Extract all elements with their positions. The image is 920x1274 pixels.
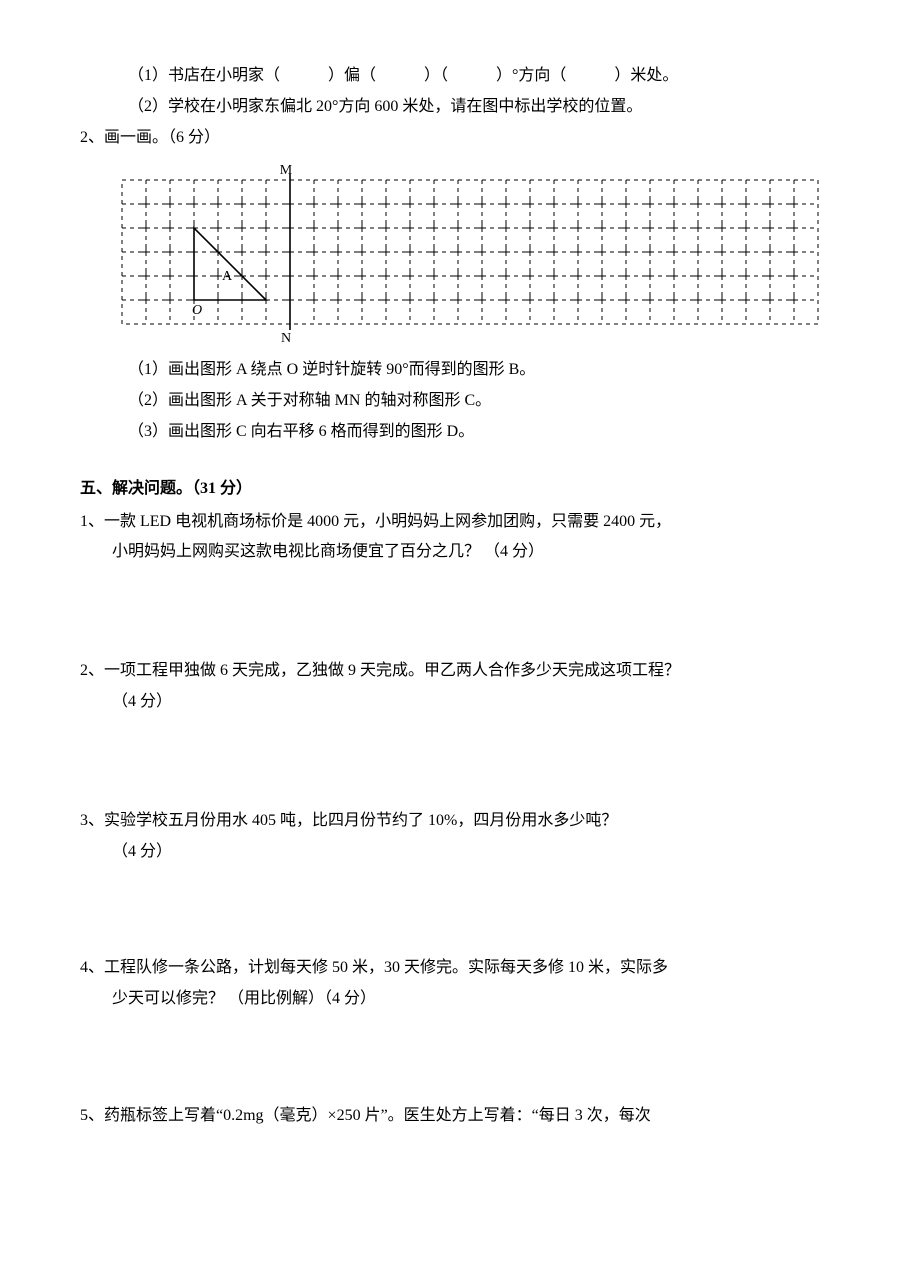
svg-text:A: A [222,269,233,284]
grid-figure: M N A O [112,160,840,348]
q2-sub3: （3）画出图形 C 向右平移 6 格而得到的图形 D。 [80,418,840,447]
p4-line2: 少天可以修完？ （用比例解）（4 分） [80,985,840,1014]
p1-line1: 1、一款 LED 电视机商场标价是 4000 元，小明妈妈上网参加团购，只需要 … [80,508,840,537]
problem-5: 5、药瓶标签上写着“0.2mg（毫克）×250 片”。医生处方上写着：“每日 3… [80,1102,840,1131]
p3-line1: 3、实验学校五月份用水 405 吨，比四月份节约了 10%，四月份用水多少吨？ [80,807,840,836]
bookstore-direction-blank: （1）书店在小明家（ ）偏（ ）（ ）°方向（ ）米处。 [80,62,840,91]
problem-4: 4、工程队修一条公路，计划每天修 50 米，30 天修完。实际每天多修 10 米… [80,954,840,1072]
section5-title: 五、解决问题。（31 分） [80,475,840,504]
q2-sub1: （1）画出图形 A 绕点 O 逆时针旋转 90°而得到的图形 B。 [80,356,840,385]
p2-line1: 2、一项工程甲独做 6 天完成，乙独做 9 天完成。甲乙两人合作多少天完成这项工… [80,657,840,686]
svg-text:O: O [192,303,202,318]
p1-line2: 小明妈妈上网购买这款电视比商场便宜了百分之几？ （4 分） [80,538,840,567]
problem-3: 3、实验学校五月份用水 405 吨，比四月份节约了 10%，四月份用水多少吨？ … [80,807,840,925]
svg-text:M: M [280,163,293,178]
p4-line1: 4、工程队修一条公路，计划每天修 50 米，30 天修完。实际每天多修 10 米… [80,954,840,983]
p5-line1: 5、药瓶标签上写着“0.2mg（毫克）×250 片”。医生处方上写着：“每日 3… [80,1102,840,1131]
p2-line2: （4 分） [80,688,840,717]
p3-line2: （4 分） [80,838,840,867]
problem-2: 2、一项工程甲独做 6 天完成，乙独做 9 天完成。甲乙两人合作多少天完成这项工… [80,657,840,717]
q2-header: 2、画一画。（6 分） [80,124,840,153]
school-direction-instruction: （2）学校在小明家东偏北 20°方向 600 米处，请在图中标出学校的位置。 [80,93,840,122]
problem-1: 1、一款 LED 电视机商场标价是 4000 元，小明妈妈上网参加团购，只需要 … [80,508,840,568]
svg-text:N: N [281,331,291,346]
q2-sub2: （2）画出图形 A 关于对称轴 MN 的轴对称图形 C。 [80,387,840,416]
